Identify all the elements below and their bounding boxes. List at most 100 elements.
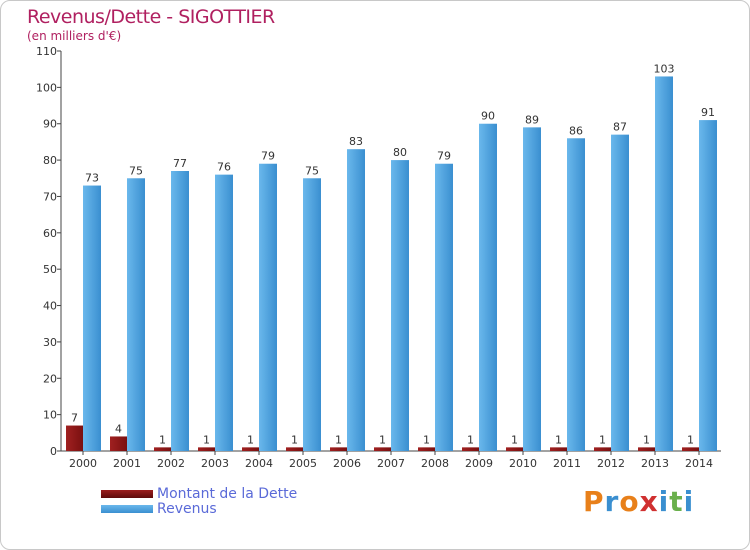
bar-revenue — [655, 76, 673, 452]
bar-revenue — [699, 120, 717, 451]
x-tick-label: 2006 — [333, 457, 361, 470]
bar-debt — [682, 447, 699, 451]
bar-revenue — [83, 185, 101, 451]
bar-debt — [550, 447, 567, 451]
data-label-revenue: 76 — [217, 161, 231, 174]
bar-debt — [418, 447, 435, 451]
x-tick-label: 2000 — [69, 457, 97, 470]
y-tick-label: 30 — [43, 336, 57, 349]
bar-debt — [506, 447, 523, 451]
bar-debt — [242, 447, 259, 451]
y-tick-label: 70 — [43, 190, 57, 203]
y-tick-label: 90 — [43, 118, 57, 131]
data-label-revenue: 86 — [569, 124, 583, 137]
bar-debt — [110, 436, 127, 451]
bar-revenue — [127, 178, 145, 452]
data-label-debt: 1 — [555, 433, 562, 446]
bar-debt — [594, 447, 611, 451]
data-label-revenue: 89 — [525, 113, 539, 126]
logo-letter: o — [619, 485, 640, 518]
legend-swatch-debt — [101, 490, 153, 498]
x-tick-label: 2013 — [641, 457, 669, 470]
x-tick-label: 2001 — [113, 457, 141, 470]
legend-label-revenue: Revenus — [157, 501, 217, 517]
logo-letter: x — [639, 485, 659, 518]
x-tick-label: 2003 — [201, 457, 229, 470]
data-label-revenue: 90 — [481, 110, 495, 123]
data-label-revenue: 83 — [349, 135, 363, 148]
data-label-debt: 1 — [379, 433, 386, 446]
y-tick-label: 100 — [36, 81, 57, 94]
data-label-debt: 1 — [247, 433, 254, 446]
y-tick-label: 10 — [43, 409, 57, 422]
legend-label-debt: Montant de la Dette — [157, 486, 298, 502]
data-label-debt: 1 — [291, 433, 298, 446]
x-tick-label: 2008 — [421, 457, 449, 470]
logo-letter: r — [604, 485, 620, 518]
y-tick-label: 110 — [36, 45, 57, 58]
bar-debt — [462, 447, 479, 451]
data-label-revenue: 79 — [437, 150, 451, 163]
proxiti-logo: Proxiti — [583, 485, 694, 518]
x-tick-label: 2009 — [465, 457, 493, 470]
bar-revenue — [171, 171, 189, 451]
x-tick-label: 2004 — [245, 457, 273, 470]
x-tick-label: 2002 — [157, 457, 185, 470]
bar-revenue — [391, 160, 409, 451]
y-tick-label: 40 — [43, 300, 57, 313]
bar-revenue — [303, 178, 321, 452]
logo-letter: i — [658, 485, 670, 518]
data-label-revenue: 77 — [173, 157, 187, 170]
bar-revenue — [479, 123, 497, 452]
logo-letter: P — [583, 485, 605, 518]
logo-letter: i — [683, 485, 695, 518]
bar-revenue — [259, 163, 277, 451]
data-label-revenue: 75 — [129, 164, 143, 177]
bar-revenue — [611, 134, 629, 452]
data-label-debt: 7 — [71, 412, 78, 425]
legend-swatch-revenue — [101, 505, 153, 513]
data-label-revenue: 87 — [613, 121, 627, 134]
data-label-revenue: 73 — [85, 172, 99, 185]
data-label-revenue: 103 — [654, 62, 675, 75]
data-label-debt: 1 — [159, 433, 166, 446]
y-tick-label: 60 — [43, 227, 57, 240]
bar-debt — [198, 447, 215, 451]
data-label-revenue: 80 — [393, 146, 407, 159]
x-tick-label: 2014 — [685, 457, 713, 470]
data-label-debt: 4 — [115, 422, 122, 435]
logo-letter: t — [669, 485, 684, 518]
x-tick-label: 2010 — [509, 457, 537, 470]
bar-debt — [330, 447, 347, 451]
data-label-debt: 1 — [599, 433, 606, 446]
bar-debt — [66, 425, 83, 451]
bar-revenue — [215, 174, 233, 452]
y-tick-label: 50 — [43, 263, 57, 276]
data-label-revenue: 75 — [305, 164, 319, 177]
data-label-debt: 1 — [467, 433, 474, 446]
data-label-debt: 1 — [423, 433, 430, 446]
chart-title: Revenus/Dette - SIGOTTIER — [27, 6, 275, 28]
data-label-debt: 1 — [643, 433, 650, 446]
y-tick-label: 0 — [50, 445, 57, 458]
x-tick-label: 2007 — [377, 457, 405, 470]
bar-debt — [638, 447, 655, 451]
x-tick-label: 2012 — [597, 457, 625, 470]
data-label-debt: 1 — [511, 433, 518, 446]
bar-revenue — [567, 138, 585, 452]
data-label-revenue: 79 — [261, 150, 275, 163]
y-tick-label: 20 — [43, 372, 57, 385]
bar-debt — [154, 447, 171, 451]
x-tick-label: 2011 — [553, 457, 581, 470]
bar-revenue — [435, 163, 453, 451]
bar-revenue — [347, 149, 365, 451]
data-label-debt: 1 — [687, 433, 694, 446]
bar-debt — [374, 447, 391, 451]
chart-subtitle: (en milliers d'€) — [27, 29, 122, 43]
data-label-debt: 1 — [203, 433, 210, 446]
y-tick-label: 80 — [43, 154, 57, 167]
bar-revenue — [523, 127, 541, 451]
data-label-debt: 1 — [335, 433, 342, 446]
